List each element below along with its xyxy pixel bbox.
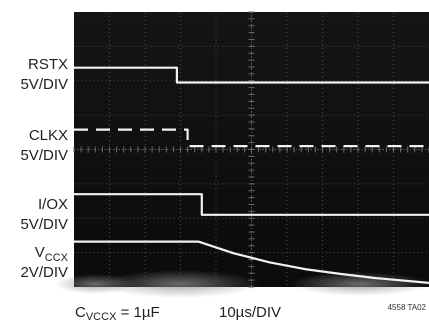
cap-main: C: [75, 304, 86, 321]
vccx-sub: CCX: [45, 252, 69, 264]
channel-scale-vccx: 2V/DIV: [20, 264, 68, 281]
vccx-main: V: [35, 244, 45, 261]
cap-value: = 1µF: [116, 304, 159, 321]
timebase-label: 10µs/DIV: [219, 304, 281, 321]
channel-name-vccx: VCCX: [35, 244, 69, 264]
capacitor-caption: CVCCX = 1µF: [75, 304, 160, 323]
channel-name-clkx: CLKX: [29, 127, 68, 144]
trace-iox: [74, 193, 429, 216]
trace-clkx: [74, 128, 429, 148]
channel-scale-clkx: 5V/DIV: [20, 147, 68, 164]
figure-id: 4558 TA02: [388, 303, 427, 312]
traces: [74, 66, 429, 284]
cap-sub: VCCX: [86, 311, 117, 323]
trace-vccx: [74, 240, 429, 284]
trace-rstx: [74, 66, 429, 84]
channel-labels: RSTX 5V/DIV CLKX 5V/DIV I/OX 5V/DIV VCCX…: [20, 56, 68, 281]
channel-scale-iox: 5V/DIV: [20, 216, 68, 233]
channel-scale-rstx: 5V/DIV: [20, 76, 68, 93]
graticule: [73, 11, 429, 288]
channel-name-iox: I/OX: [38, 196, 68, 213]
channel-name-rstx: RSTX: [28, 56, 68, 73]
